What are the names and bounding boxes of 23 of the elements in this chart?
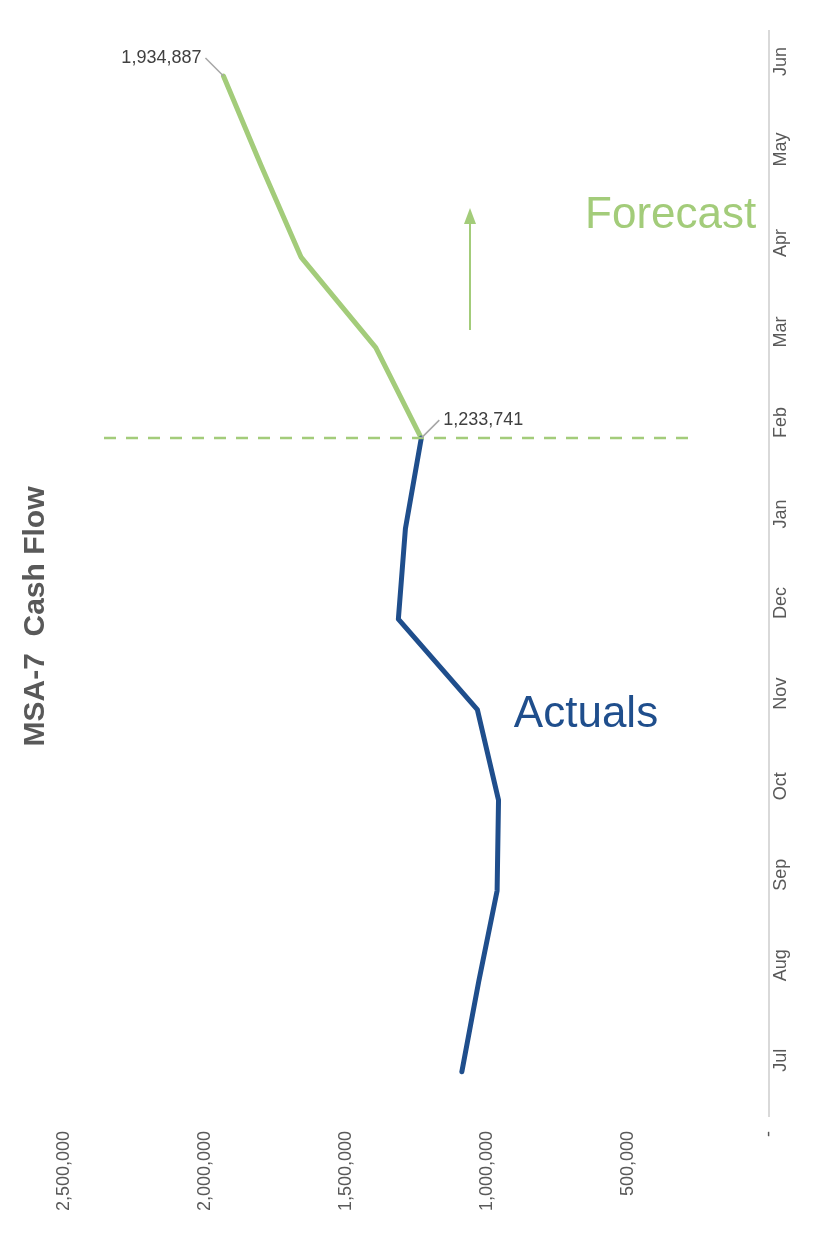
y-tick-label: Aug [770,949,791,982]
x-tick-label: 2,000,000 [194,1130,215,1211]
x-tick-label: 2,500,000 [52,1130,73,1211]
y-tick-label: Jul [770,1048,791,1072]
y-tick-label: Mar [770,316,791,348]
x-tick-label: 1,000,000 [476,1130,497,1211]
x-tick-label: - [758,1130,779,1137]
y-tick-label: Apr [770,229,791,258]
x-tick-label: 1,500,000 [335,1130,356,1211]
series-label: Actuals [513,687,659,737]
data-label: 1,233,741 [443,409,524,430]
data-label: 1,934,887 [121,47,202,68]
y-tick-label: May [770,132,791,167]
y-tick-label: Dec [770,587,791,620]
text: Forecast [585,187,757,237]
y-tick-label: Feb [770,407,791,439]
x-tick-label: 500,000 [617,1130,638,1196]
y-tick-label: Oct [770,772,791,801]
y-tick-label: Jan [770,499,791,529]
text: MSA-7 Cash Flow [17,485,51,747]
y-tick-label: Sep [770,858,791,891]
y-tick-label: Jun [770,47,791,77]
y-tick-label: Nov [770,677,791,710]
